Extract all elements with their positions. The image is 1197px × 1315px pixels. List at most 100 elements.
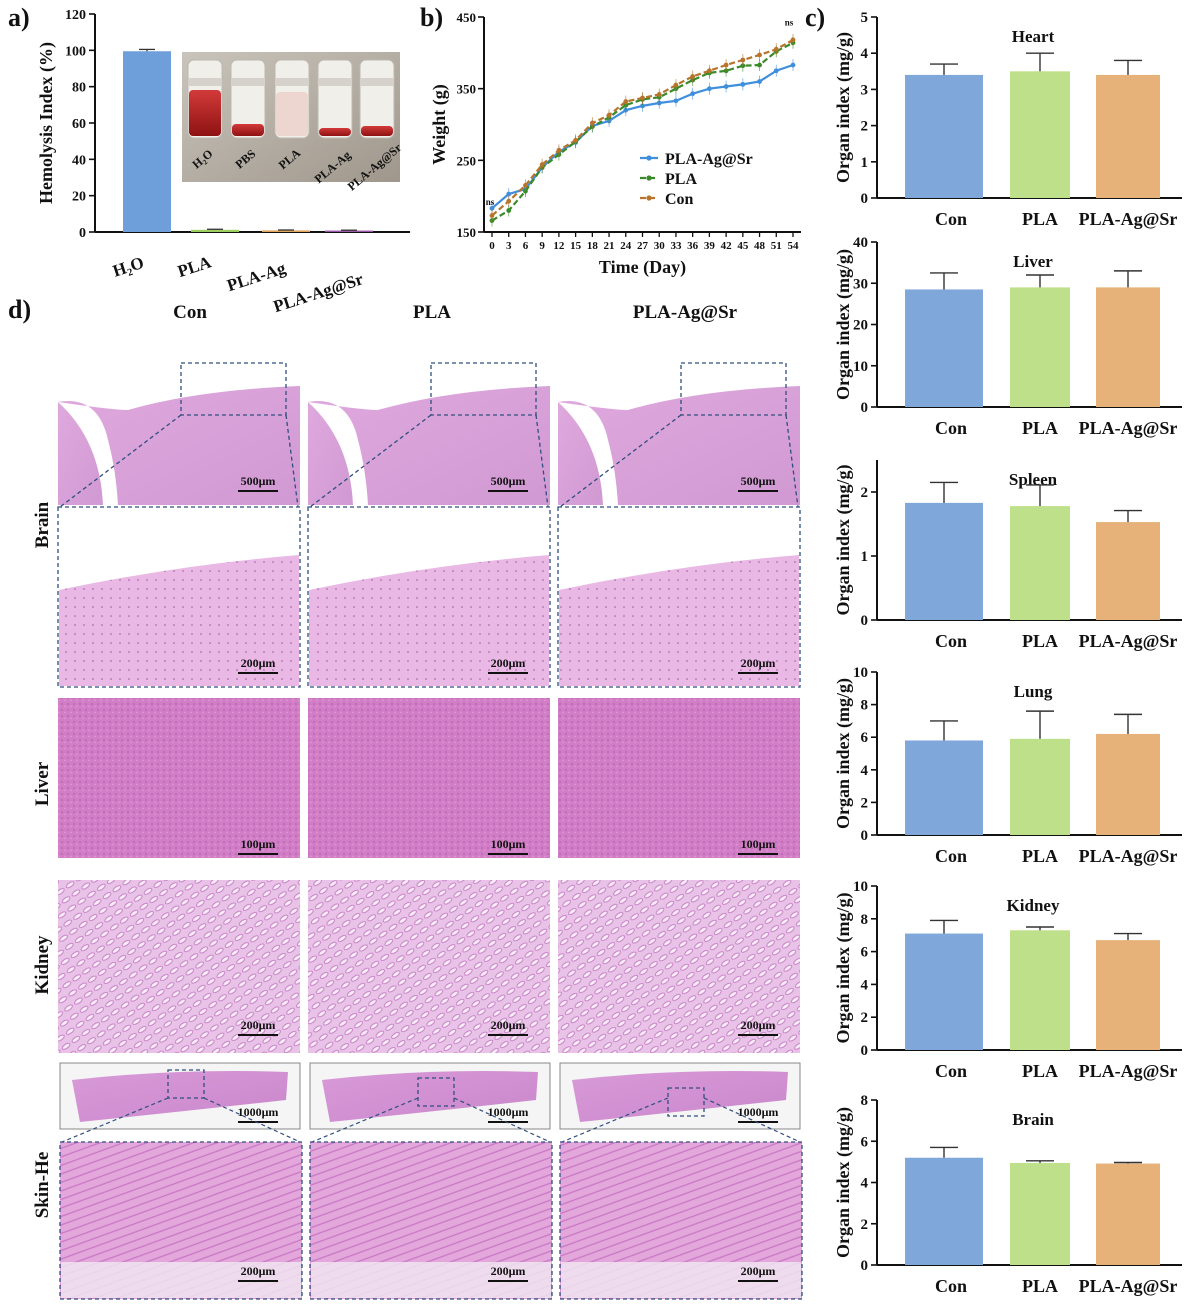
bar-PLA xyxy=(1010,738,1070,835)
x-tick-label: Con xyxy=(935,1276,967,1296)
y-tick-label: 2 xyxy=(861,1217,869,1233)
panel-c: 0 1 2 3 4 5 Organ index (mg/g) Heart Con PLA PLA-A… xyxy=(833,10,1182,1296)
y-tick-label: 150 xyxy=(457,225,477,240)
x-tick-label: PLA xyxy=(1022,1061,1058,1081)
bar-PLA-Ag@Sr xyxy=(1096,1163,1160,1265)
brain-zoom-image-Con xyxy=(59,555,299,686)
y-tick-label: 350 xyxy=(457,82,477,97)
column-header-PLA-Ag@Sr: PLA-Ag@Sr xyxy=(633,302,738,323)
bar-Con xyxy=(905,740,983,835)
liver-image-PLA-Ag@Sr xyxy=(558,698,800,858)
scale-bar-label: 200μm xyxy=(491,1264,526,1278)
subplot-title-Liver: Liver xyxy=(1013,252,1053,271)
scale-bar-label: 100μm xyxy=(241,837,276,851)
row-label-Liver: Liver xyxy=(32,761,53,806)
x-tick-label: 0 xyxy=(489,240,495,252)
y-tick-label: 30 xyxy=(853,276,868,292)
kidney-image-PLA-Ag@Sr xyxy=(558,880,800,1053)
data-point xyxy=(539,162,545,168)
tube-blood xyxy=(189,90,221,136)
x-tick-label: 15 xyxy=(570,240,582,252)
zoom-connector xyxy=(535,414,549,508)
brain-tissue xyxy=(558,402,603,505)
data-point xyxy=(773,46,779,52)
legend-marker xyxy=(646,195,652,201)
x-tick-label: PLA xyxy=(1022,418,1058,438)
bar-PLA-Ag@Sr xyxy=(1096,733,1160,835)
brain-zoom-image-PLA-Ag@Sr xyxy=(559,555,799,686)
x-tick-label: PLA-Ag@Sr xyxy=(1079,209,1178,229)
panel-label-d: d) xyxy=(8,295,31,324)
y-tick-label: 1 xyxy=(861,155,869,171)
x-tick-label: PLA xyxy=(175,252,214,281)
legend-marker xyxy=(646,155,652,161)
bar-PLA-Ag@Sr xyxy=(1096,940,1160,1050)
bar-PLA-Ag@Sr xyxy=(1096,74,1160,198)
y-tick-label: 4 xyxy=(861,977,869,993)
series-line-PLA xyxy=(491,41,794,222)
scale-bar-label: 200μm xyxy=(241,656,276,670)
zoom-box xyxy=(417,1077,455,1107)
kidney-image-PLA xyxy=(308,880,550,1053)
x-tick-label: PLA-Ag@Sr xyxy=(1079,846,1178,866)
x-tick-label: 30 xyxy=(654,240,666,252)
y-tick-label: 8 xyxy=(861,1093,869,1109)
y-tick-label: 40 xyxy=(72,153,86,168)
subplot-title-Heart: Heart xyxy=(1012,27,1055,46)
scale-bar-label: 200μm xyxy=(741,1018,776,1032)
bar-PLA xyxy=(191,229,239,232)
x-tick-label: 21 xyxy=(604,240,615,252)
skin-overview-tissue-PLA xyxy=(322,1071,538,1122)
y-axis-label: Organ index (mg/g) xyxy=(833,32,854,183)
subplot-Spleen: 0 1 2 Organ index (mg/g) Spleen Con PLA PLA-Ag@… xyxy=(833,460,1182,651)
legend-label-PLA-Ag@Sr: PLA-Ag@Sr xyxy=(665,151,753,168)
y-tick-label: 2 xyxy=(861,485,869,501)
data-point xyxy=(757,79,762,84)
bar-PLA xyxy=(1010,930,1070,1050)
panel-label-a: a) xyxy=(8,3,30,32)
y-axis-label: Weight (g) xyxy=(429,84,450,165)
y-tick-label: 8 xyxy=(861,912,869,928)
scale-bar-label: 100μm xyxy=(741,837,776,851)
x-tick-label: Con xyxy=(935,209,967,229)
y-axis-label: Organ index (mg/g) xyxy=(833,464,854,615)
y-tick-label: 80 xyxy=(72,81,86,96)
tube-liquid-surface xyxy=(188,78,222,86)
bar-Con xyxy=(905,933,983,1050)
scale-bar-label: 200μm xyxy=(491,656,526,670)
zoom-connector xyxy=(59,414,182,508)
bar-PLA-Ag@Sr xyxy=(325,230,373,232)
panel-a: 0 20 40 60 80 100 120 Hemolysis Index (%) H₂O PLA… xyxy=(36,8,410,316)
x-tick-label: Con xyxy=(935,631,967,651)
kidney-image-Con xyxy=(58,880,300,1053)
data-point xyxy=(790,62,796,68)
brain-tissue xyxy=(558,386,800,505)
skin-overview-tissue-PLA-Ag@Sr xyxy=(572,1071,788,1122)
zoom-box xyxy=(430,362,537,416)
annotation-ns: ns xyxy=(486,197,495,207)
y-tick-label: 60 xyxy=(72,117,86,132)
data-point xyxy=(690,91,696,97)
panel-d: Con PLA PLA-Ag@Sr Brain Liver Kidney Skin-He 50… xyxy=(32,302,803,1300)
x-tick-label: 42 xyxy=(721,240,733,252)
y-tick-label: 0 xyxy=(79,226,86,241)
y-tick-label: 40 xyxy=(853,235,868,251)
liver-image-PLA xyxy=(308,698,550,858)
data-point xyxy=(690,74,696,79)
bar-PLA-Ag@Sr xyxy=(1096,287,1160,407)
bar-PLA xyxy=(1010,506,1070,620)
y-axis-label: Hemolysis Index (%) xyxy=(36,42,57,204)
data-point xyxy=(640,95,645,101)
x-tick-label: 27 xyxy=(637,240,649,252)
data-point xyxy=(589,120,595,126)
y-tick-label: 2 xyxy=(861,795,869,811)
zoom-connector xyxy=(559,414,682,508)
data-point xyxy=(489,205,495,211)
tube-liquid-surface xyxy=(360,78,394,86)
zoom-connector xyxy=(311,1097,419,1143)
x-tick-label: 54 xyxy=(788,240,800,252)
bar-Con xyxy=(905,502,983,620)
x-tick-label: PLA-Ag xyxy=(225,258,289,295)
y-tick-label: 4 xyxy=(861,46,869,62)
